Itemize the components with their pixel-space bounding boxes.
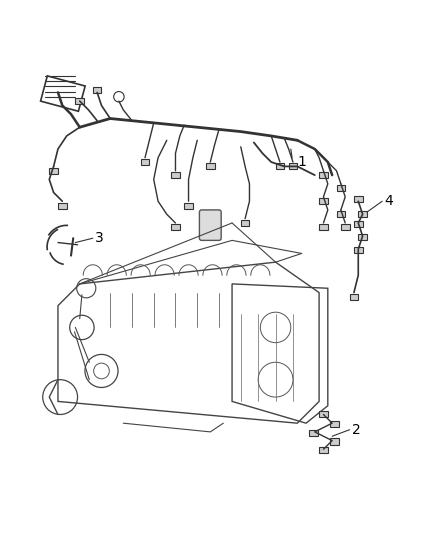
Bar [319,410,328,417]
Bar [49,168,58,174]
Bar [241,220,250,226]
Bar [330,439,339,445]
Bar [354,221,363,227]
Bar [319,224,328,230]
Bar [354,196,363,202]
Bar [171,224,180,230]
Bar [41,76,85,111]
Bar [330,421,339,427]
Bar [309,430,318,436]
Bar [319,198,328,204]
Bar [289,163,297,169]
Text: 3: 3 [95,231,104,245]
FancyBboxPatch shape [199,210,221,240]
Bar [336,211,345,217]
Bar [350,294,358,300]
Bar [58,203,67,208]
Bar [319,447,328,453]
Text: 4: 4 [385,194,393,208]
Bar [171,172,180,178]
Bar [358,211,367,217]
Bar [75,98,84,104]
Bar [184,203,193,208]
Bar [93,87,102,93]
Bar [319,172,328,178]
Bar [341,224,350,230]
Text: 2: 2 [352,423,360,437]
Bar [206,163,215,169]
Bar [354,247,363,253]
Circle shape [114,92,124,102]
Bar [358,234,367,240]
Text: 1: 1 [297,155,306,169]
Bar [141,159,149,165]
Bar [336,185,345,191]
Bar [276,163,284,169]
